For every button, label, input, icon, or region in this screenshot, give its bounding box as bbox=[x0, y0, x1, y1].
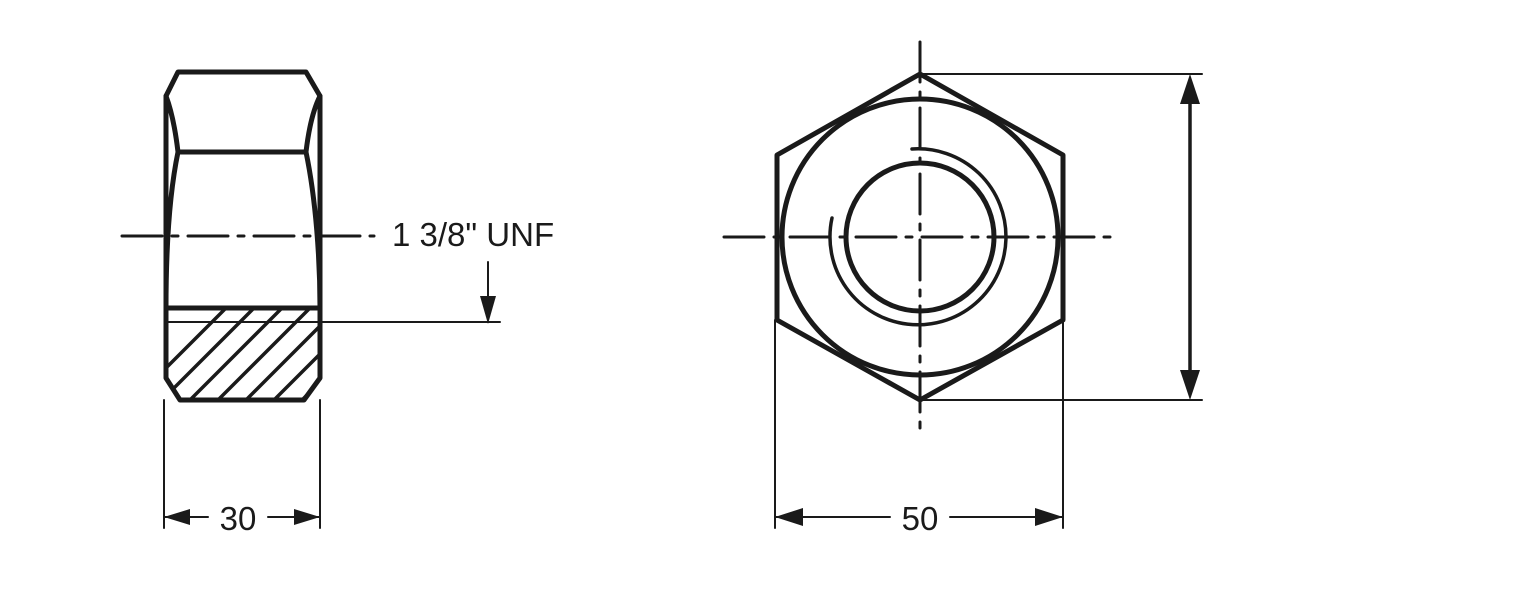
section-hatching bbox=[166, 308, 320, 400]
thread-leader-arrowhead bbox=[480, 296, 496, 324]
side-dim-arrow-left bbox=[164, 509, 190, 525]
front-view: 50 bbox=[722, 40, 1203, 537]
thread-label: 1 3/8" UNF bbox=[392, 216, 554, 253]
height-dim-arrow-bottom bbox=[1180, 370, 1200, 400]
height-dim-arrow-top bbox=[1180, 74, 1200, 104]
side-dim-arrow-right bbox=[294, 509, 320, 525]
side-view-flat-right bbox=[303, 149, 323, 311]
side-view: 1 3/8" UNF 30 bbox=[120, 69, 554, 537]
front-view-width-label: 50 bbox=[902, 500, 939, 537]
side-view-width-label: 30 bbox=[220, 500, 257, 537]
front-dim-arrow-left bbox=[775, 508, 803, 526]
front-dim-arrow-right bbox=[1035, 508, 1063, 526]
side-view-chamfer-band bbox=[163, 93, 323, 155]
side-view-flat-left bbox=[163, 149, 181, 311]
thread-outer-arc bbox=[828, 147, 1008, 327]
